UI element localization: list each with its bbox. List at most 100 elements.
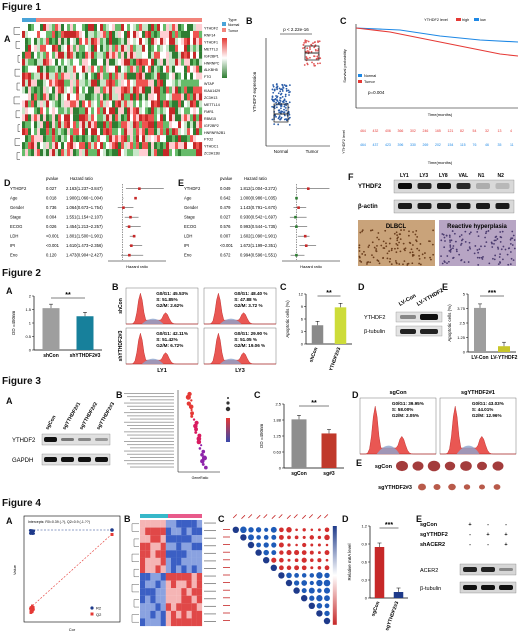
blot4E-mark: -	[505, 522, 507, 528]
panel-label-4C: C	[218, 514, 225, 524]
corr-circle	[324, 603, 330, 609]
flow-stat: G0/G1: 43.03%	[472, 401, 504, 406]
perm-point-r2	[29, 532, 32, 535]
corr-circle	[256, 535, 261, 540]
tumor-row-sgcon: sgCon	[375, 464, 393, 470]
dotplot-point	[190, 411, 194, 416]
risk-table-low: 396	[398, 143, 404, 147]
dotplot-term	[130, 428, 174, 430]
corr-circle	[279, 565, 284, 571]
corr-circle	[278, 572, 285, 579]
bar-category-label: sgCon	[291, 471, 307, 477]
corr-circle	[278, 542, 284, 548]
forest-var: Eno	[184, 253, 192, 258]
corr-circle	[279, 557, 284, 563]
corr-circle	[295, 528, 298, 532]
fig1-heatmap: YTHDF2 RNF14 YTHDF1 METTL3 IGF2BP1 HNRNPC ALKB…	[13, 17, 240, 160]
corr-circle	[271, 557, 277, 563]
perm-point-r2	[32, 529, 35, 533]
bar-tick-label: 3.75	[457, 306, 466, 311]
forest-var: IPI	[10, 243, 15, 248]
flow-stat: G0/G1: 39.95%	[392, 401, 424, 406]
perm-point-q2	[29, 611, 32, 614]
tumor-sgcon	[427, 460, 441, 472]
panel-label-3D: D	[352, 390, 359, 400]
risk-table-high: 121	[448, 129, 454, 133]
flow-col-ly1: LY1	[157, 368, 167, 374]
bar-tick-label: 6	[301, 317, 304, 322]
forest-hr: 1.064(0.673~1.754)	[66, 205, 103, 210]
dotplot-term	[124, 431, 174, 433]
forest-hr: 1.143(0.791~1.670)	[240, 205, 277, 210]
bar-sgCon	[291, 419, 307, 468]
flow-stat: S: 51.42%	[156, 337, 177, 342]
corr-circle	[318, 528, 321, 532]
bar-LV-YTHDF2	[498, 346, 510, 352]
forest-header-hr: Hazard ratio	[70, 176, 93, 181]
corr-circle	[309, 535, 315, 540]
forest-var: Eno	[10, 253, 18, 258]
corr-circle	[240, 534, 247, 541]
corr-circle	[324, 527, 330, 533]
forest-estimate	[295, 253, 298, 257]
dotplot-point	[194, 430, 198, 434]
boxplot-ylabel: YTHDF2 expression	[252, 71, 257, 112]
survival-ylabel: Survival probability	[342, 49, 347, 83]
survival-tumor-label: Tumor	[364, 80, 376, 84]
corr-circle	[295, 543, 298, 547]
perm-legend-r2: R2	[96, 606, 102, 611]
bar-category-label: shCon	[43, 353, 59, 359]
forest-var: Age	[10, 196, 18, 201]
bar-category-label: LV-Con	[471, 355, 488, 361]
fig4E-western-blot: sgCon + - - sgYTHDF2 - + + shACER2 - - + ACER2 β-tu…	[420, 522, 517, 594]
bar-tick-label: 1.2	[361, 524, 367, 529]
flow-stat: S: 51.85%	[156, 297, 177, 302]
forest-estimate	[295, 225, 298, 228]
panel-label-3E: E	[356, 458, 363, 468]
perm-annotation: Intercepts: R0=0.39 (-?), Q2=0.9 (-1.??)	[28, 520, 90, 524]
panel-label-2E: E	[442, 282, 449, 292]
dotplot-term	[124, 412, 174, 414]
corr-circle	[324, 534, 330, 541]
bar-ylabel: OD =450nm	[11, 311, 16, 336]
fig3D-flow-cytometry: sgCon sgYTHDF2#1G0/G1: 39.95%S: 58.00%G2/…	[359, 390, 517, 455]
risk-table-high: 406	[385, 129, 391, 133]
forest-hr: 1.812(1.004~3.272)	[240, 186, 277, 191]
forest-var: YTHDF2	[10, 186, 27, 191]
corr-circle	[287, 558, 291, 562]
forest-estimate	[297, 206, 300, 209]
blotF-lane-label: N1	[478, 173, 485, 179]
dotplot-xlabel: GeneRatio	[192, 476, 209, 480]
corr-circle	[317, 543, 321, 547]
dotplot-point	[200, 444, 203, 447]
heatmap-type-bar-tumor	[36, 18, 202, 22]
panel-label-1B: B	[246, 16, 253, 26]
bar-tick-label: 12	[299, 292, 304, 297]
corr-circle	[310, 558, 314, 562]
forest-estimate	[306, 187, 310, 190]
flow3D-hist-sgcon	[359, 406, 436, 455]
heatmap-gene-label: FTO2	[204, 138, 213, 142]
corr-circle	[301, 580, 308, 586]
corr-colorbar	[332, 526, 337, 625]
heatmap-gene-label: HNRNPA2B1	[204, 131, 225, 135]
risk-table-high: 302	[410, 129, 416, 133]
flow-row-shythdf2: shYTHDF2#3	[118, 330, 124, 361]
tumor-sgcon	[396, 460, 408, 472]
fig1-forest-multivariate: pvalue Hazard ratio YTHDF2 0.049 1.812(1.004…	[184, 176, 340, 268]
forest-pvalue: 0.027	[46, 186, 57, 191]
dotplot-term	[130, 399, 174, 401]
flow-stat: S: 44.01%	[472, 407, 493, 412]
forest-pvalue: 0.736	[46, 205, 57, 210]
blotF-band-ythdf2	[437, 183, 451, 189]
risk-table-high: 165	[435, 129, 441, 133]
survival-xlabel: Time(months)	[428, 112, 453, 117]
fig1-forest-univariate: pvalue Hazard ratio YTHDF2 0.027 2.163(1.237…	[10, 176, 166, 268]
flow-stat: G0/G1: 45.53%	[156, 291, 188, 296]
fig2A-bar-chart: 0 0.5 1 1.5 2 shCon shYTHDF2#3 ** OD =450nm	[11, 292, 102, 359]
panel-label-1A: A	[4, 34, 11, 44]
corr-circle	[325, 558, 329, 562]
boxplot-group-normal: Normal	[274, 149, 289, 154]
bar-significance: **	[326, 290, 332, 297]
